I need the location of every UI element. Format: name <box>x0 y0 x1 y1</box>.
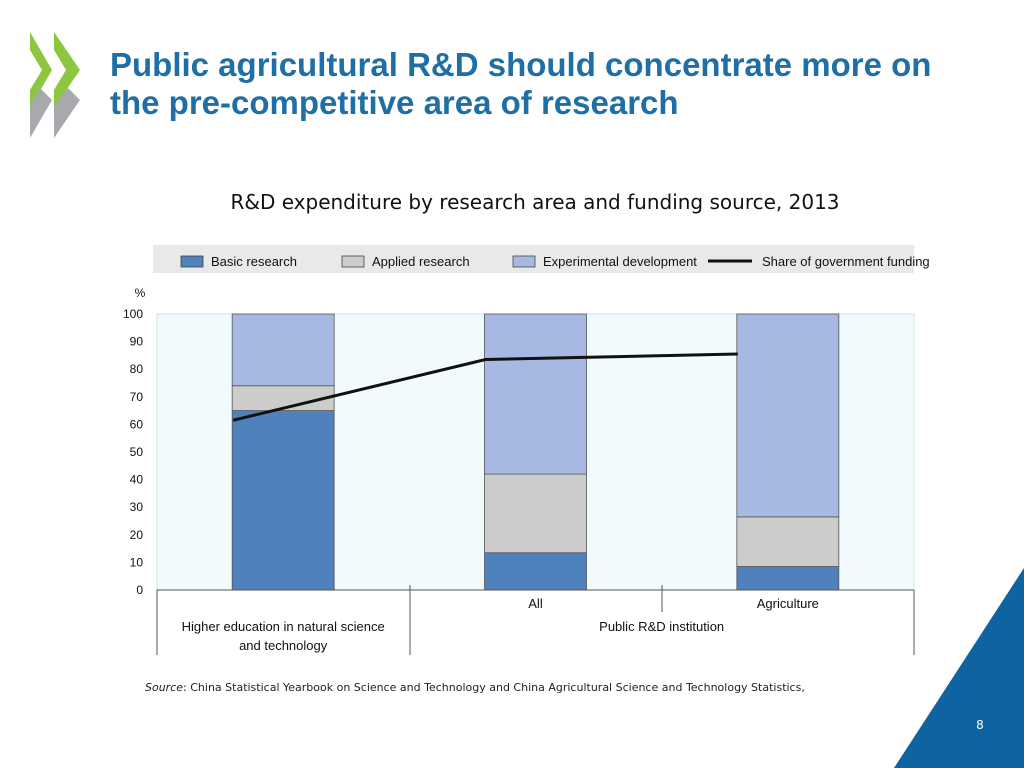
source-note: Source: China Statistical Yearbook on Sc… <box>145 681 805 694</box>
slide-title: Public agricultural R&D should concentra… <box>110 46 932 121</box>
y-tick-label: 60 <box>130 417 144 431</box>
bar-segment <box>736 566 840 591</box>
y-tick-label: 0 <box>136 583 143 597</box>
legend-swatch <box>512 255 536 268</box>
bar-segment <box>484 313 587 475</box>
y-tick-label: 70 <box>130 390 144 404</box>
source-text: : China Statistical Yearbook on Science … <box>183 681 805 694</box>
y-tick-label: 40 <box>130 473 144 487</box>
page-number: 8 <box>976 718 984 732</box>
y-tick-label: 90 <box>130 335 144 349</box>
legend-label: Share of government funding <box>762 254 930 269</box>
logo-chevron-green-left <box>30 32 52 108</box>
bar-segment <box>484 473 587 554</box>
y-axis-unit: % <box>135 286 146 300</box>
y-tick-label: 100 <box>123 307 143 321</box>
corner-triangle <box>894 568 1024 768</box>
y-tick-label: 80 <box>130 362 144 376</box>
bar-segment <box>484 552 587 591</box>
bar-segment <box>231 410 335 591</box>
legend-label: Experimental development <box>543 254 697 269</box>
government-funding-line <box>232 352 738 422</box>
y-tick-label: 10 <box>130 555 144 569</box>
y-tick-label: 20 <box>130 528 144 542</box>
logo-chevron-green-right <box>54 32 80 108</box>
group-label-line-1: Higher education in natural science <box>182 619 385 634</box>
source-label: Source <box>145 681 184 694</box>
y-tick-label: 50 <box>130 445 144 459</box>
bar-segment <box>231 385 335 412</box>
bar-segment <box>736 313 840 518</box>
legend-label: Basic research <box>211 254 297 269</box>
bar-segment <box>231 313 335 387</box>
chart-title: R&D expenditure by research area and fun… <box>230 190 840 214</box>
bar-segment <box>736 516 840 567</box>
x-tick-label: All <box>528 596 543 611</box>
logo-chevron-grey-left <box>30 88 52 138</box>
x-tick-label: Agriculture <box>757 596 819 611</box>
legend-swatch <box>341 255 365 268</box>
logo-chevron-grey-right <box>54 88 80 138</box>
group-label-line-2: and technology <box>239 638 328 653</box>
stacked-bar-chart: Basic research Applied research Experiment… <box>123 245 930 655</box>
legend-label: Applied research <box>372 254 470 269</box>
oecd-logo <box>30 32 80 138</box>
corner-decoration <box>894 568 1024 768</box>
legend-swatch <box>180 255 204 268</box>
group-label: Public R&D institution <box>599 619 724 634</box>
y-tick-label: 30 <box>130 500 144 514</box>
